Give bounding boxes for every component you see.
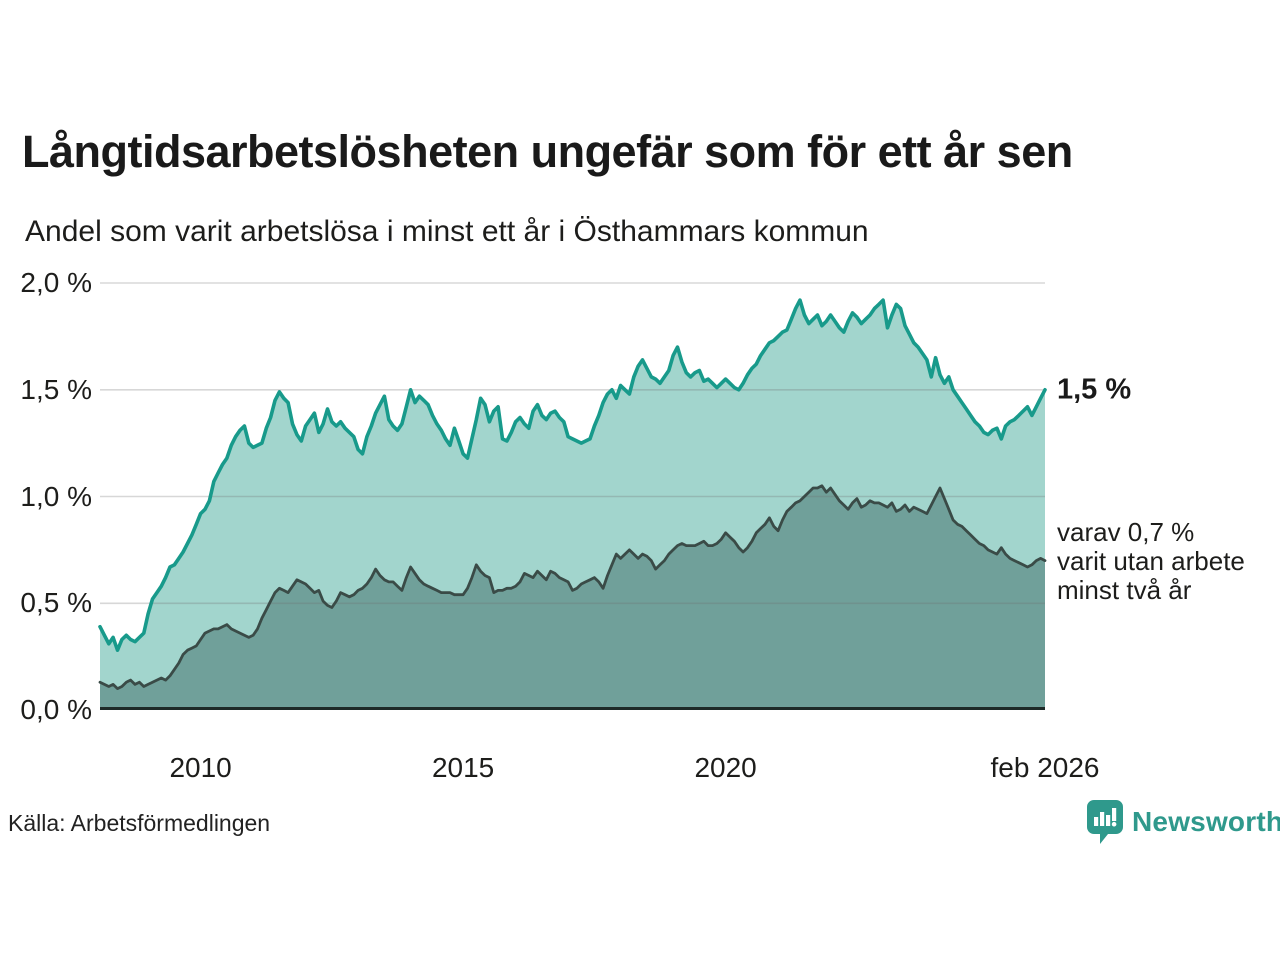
secondary-annotation-line: varav 0,7 % xyxy=(1057,517,1195,547)
secondary-annotation-line: minst två år xyxy=(1057,575,1192,605)
secondary-annotation: varav 0,7 % varit utan arbete minst två … xyxy=(1057,518,1245,605)
line-at-least-1-year xyxy=(98,298,1047,652)
x-tick-label: 2020 xyxy=(694,752,757,783)
area-chart xyxy=(98,282,1047,710)
y-tick-label: 1,0 % xyxy=(20,480,92,512)
y-tick-label: 1,5 % xyxy=(20,373,92,405)
newsworthy-bubble-chart-icon xyxy=(1087,800,1123,844)
brand-logo: Newsworthy xyxy=(1086,799,1280,845)
brand-wordmark: Newsworthy xyxy=(1132,806,1280,837)
secondary-annotation-line: varit utan arbete xyxy=(1057,546,1245,576)
y-tick-label: 0,0 % xyxy=(20,694,92,725)
x-axis: 2010 2015 2020 feb 2026 xyxy=(100,748,1099,788)
x-tick-label: feb 2026 xyxy=(990,752,1100,783)
chart-subtitle: Andel som varit arbetslösa i minst ett å… xyxy=(25,215,869,248)
line-at-least-2-years xyxy=(98,484,1047,690)
source-caption: Källa: Arbetsförmedlingen xyxy=(8,810,271,836)
x-tick-label: 2010 xyxy=(169,752,232,783)
x-tick-label: 2015 xyxy=(431,752,495,783)
y-axis: 2,0 % 1,5 % 1,0 % 0,5 % 0,0 % xyxy=(0,267,92,725)
plot-canvas xyxy=(98,282,1047,710)
area-at-least-2-years xyxy=(100,485,1045,710)
page-title: Långtidsarbetslösheten ungefär som för e… xyxy=(22,126,1073,177)
gridlines xyxy=(100,282,1045,605)
y-tick-label: 0,5 % xyxy=(20,587,92,619)
end-value-label: 1,5 % xyxy=(1057,373,1132,406)
y-tick-label: 2,0 % xyxy=(20,267,92,298)
